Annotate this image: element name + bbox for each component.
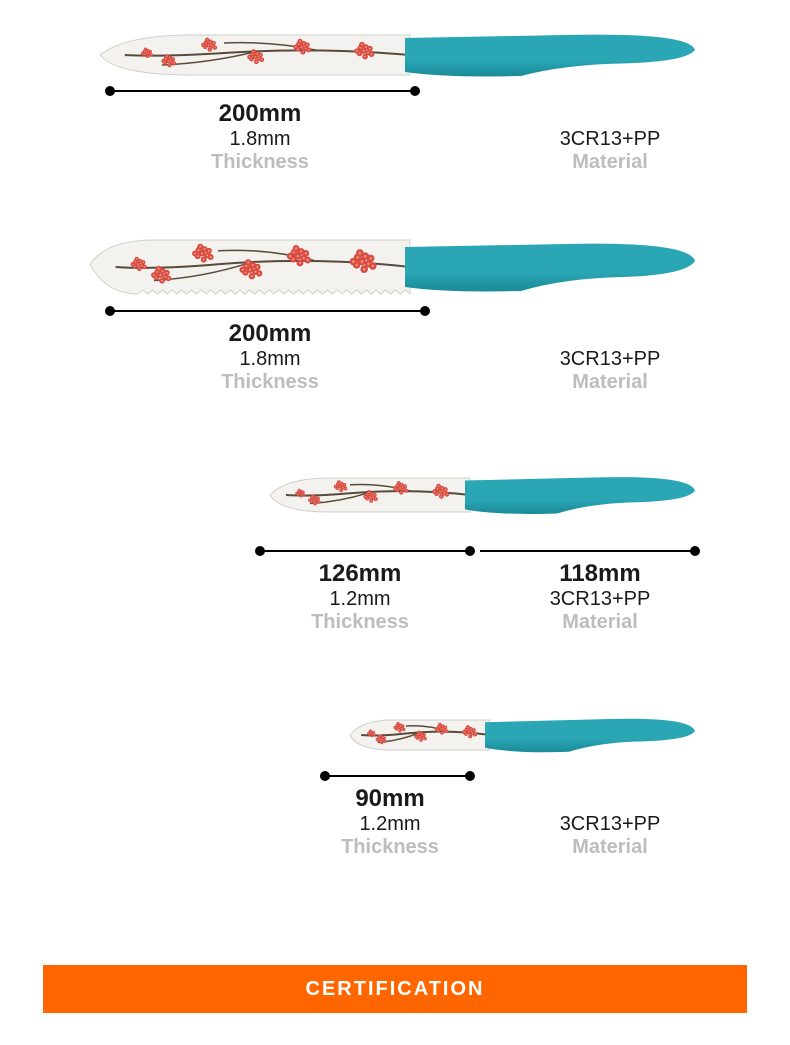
spec-main-value: 200mm [170, 320, 370, 348]
spec-sub-value: 1.8mm [170, 348, 370, 371]
dimension-dot [105, 86, 115, 96]
dimension-dot [105, 306, 115, 316]
spec-right: 118mm3CR13+PPMaterial [510, 560, 690, 634]
dimension-dot [320, 771, 330, 781]
spec-label: Material [510, 611, 690, 634]
certification-bar: CERTIFICATION [43, 965, 747, 1013]
dimension-line [110, 90, 415, 92]
spec-left: 200mm1.8mmThickness [170, 320, 370, 394]
spec-right: 3CR13+PPMaterial [520, 128, 700, 174]
spec-sub-value: 1.2mm [270, 588, 450, 611]
dimension-dot [465, 771, 475, 781]
spec-left: 126mm1.2mmThickness [270, 560, 450, 634]
spec-sub-value: 3CR13+PP [520, 813, 700, 836]
spec-main-value: 126mm [270, 560, 450, 588]
spec-label: Material [520, 836, 700, 859]
spec-right: 3CR13+PPMaterial [520, 813, 700, 859]
knife-bread-image [80, 225, 710, 309]
knife-utility-image [260, 460, 710, 530]
dimension-line [260, 550, 470, 552]
spec-main-value: 118mm [510, 560, 690, 588]
spec-right: 3CR13+PPMaterial [520, 348, 700, 394]
spec-sub-value: 3CR13+PP [510, 588, 690, 611]
spec-left: 90mm1.2mmThickness [300, 785, 480, 859]
spec-left: 200mm1.8mmThickness [160, 100, 360, 174]
knife-paring-image [340, 700, 710, 770]
dimension-line [480, 550, 695, 552]
spec-label: Material [520, 151, 700, 174]
spec-label: Thickness [300, 836, 480, 859]
spec-label: Thickness [160, 151, 360, 174]
dimension-dot [465, 546, 475, 556]
spec-sub-value: 1.8mm [160, 128, 360, 151]
spec-sub-value: 3CR13+PP [520, 348, 700, 371]
dimension-dot [420, 306, 430, 316]
knife-slicing-image [90, 20, 710, 90]
dimension-dot [255, 546, 265, 556]
spec-label: Thickness [270, 611, 450, 634]
dimension-line [110, 310, 425, 312]
spec-label: Thickness [170, 371, 370, 394]
dimension-dot [690, 546, 700, 556]
spec-label: Material [520, 371, 700, 394]
dimension-dot [410, 86, 420, 96]
spec-main-value: 90mm [300, 785, 480, 813]
spec-sub-value: 3CR13+PP [520, 128, 700, 151]
spec-main-value: 200mm [160, 100, 360, 128]
spec-sub-value: 1.2mm [300, 813, 480, 836]
dimension-line [325, 775, 470, 777]
